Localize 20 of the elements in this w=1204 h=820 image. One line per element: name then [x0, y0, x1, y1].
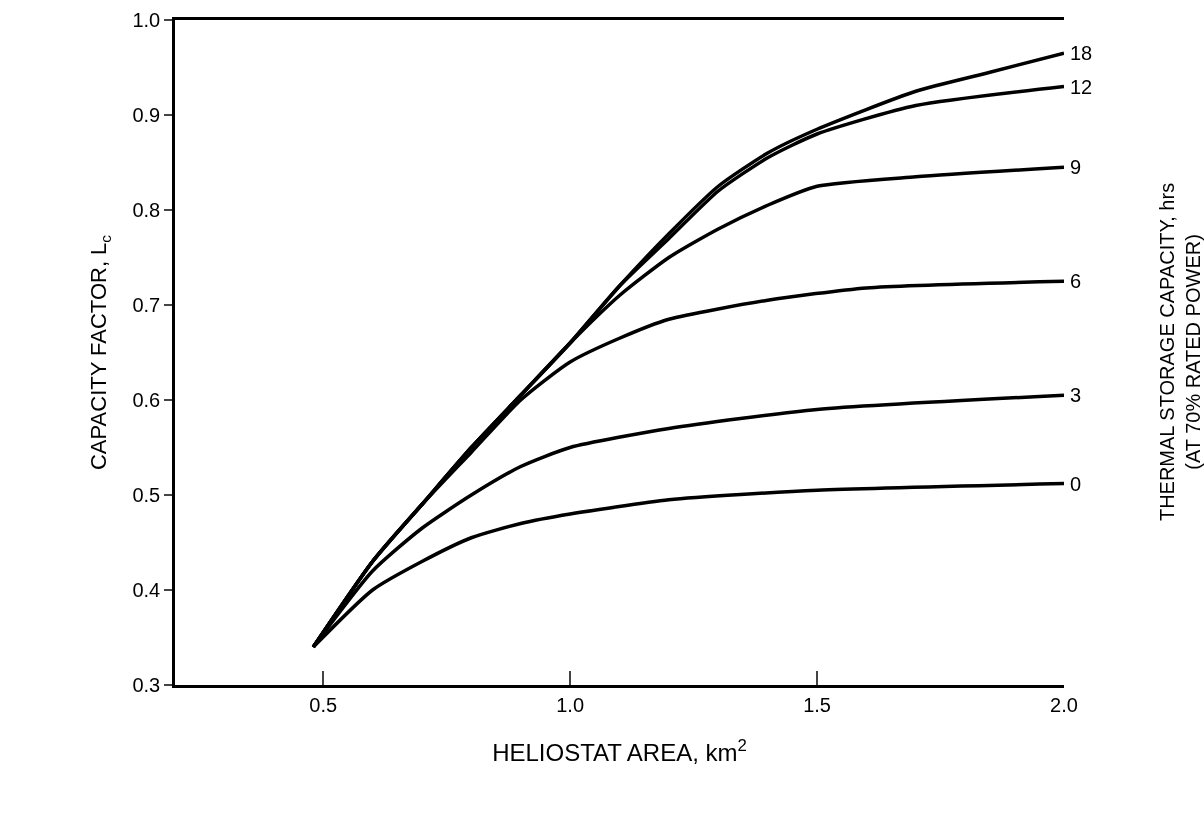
- y2-axis-title: THERMAL STORAGE CAPACITY, hrs (AT 70% RATED POWER): [1156, 182, 1204, 522]
- series-label: 12: [1070, 76, 1093, 98]
- series-label: 9: [1070, 156, 1082, 178]
- y-tick-label: 0.6: [132, 389, 161, 411]
- series-label: 3: [1070, 384, 1082, 406]
- y-tick-label: 0.5: [132, 484, 161, 506]
- x-tick-label: 1.5: [803, 693, 831, 716]
- y-tick-label: 0.8: [132, 199, 161, 221]
- series-label: 18: [1070, 42, 1093, 64]
- series-label: 0: [1070, 473, 1082, 495]
- series-label: 6: [1070, 270, 1082, 292]
- y-tick-label: 0.4: [132, 579, 161, 601]
- x-tick-label: 0.5: [309, 693, 338, 716]
- y-tick-label: 0.3: [132, 674, 161, 696]
- x-tick-label: 1.0: [556, 693, 585, 716]
- y-tick-label: 0.7: [132, 294, 161, 316]
- x-axis-title: HELIOSTAT AREA, km$^{2}$: [492, 735, 747, 767]
- y-tick-label: 1.0: [132, 9, 161, 31]
- y-tick-label: 0.9: [132, 104, 161, 126]
- x-tick-label: 2.0: [1050, 693, 1078, 716]
